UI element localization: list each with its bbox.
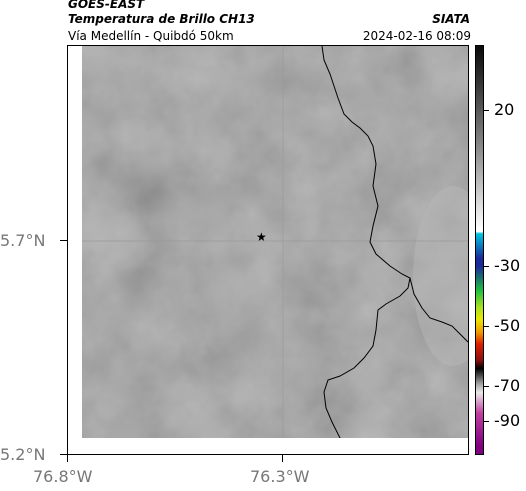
lat-tick-mark bbox=[60, 454, 67, 455]
satellite-title: GOES-EAST bbox=[68, 0, 145, 11]
star-icon: ★ bbox=[256, 230, 267, 244]
agency-label: SIATA bbox=[432, 12, 470, 26]
colorbar-tick bbox=[484, 421, 489, 422]
department-boundary bbox=[321, 46, 411, 454]
lat-label-5-2: 5.2°N bbox=[0, 445, 46, 464]
lon-label-76-8: 76.8°W bbox=[33, 467, 93, 486]
colorbar bbox=[475, 45, 484, 455]
left-margin bbox=[68, 46, 82, 454]
colorbar-label-m30: -30 bbox=[494, 256, 521, 275]
boundary-branch bbox=[409, 277, 468, 343]
image-texture bbox=[82, 46, 468, 438]
cloud-patch-east bbox=[413, 186, 468, 366]
satellite-image bbox=[68, 46, 468, 454]
product-title: Temperatura de Brillo CH13 bbox=[68, 12, 255, 26]
lon-label-76-3: 76.3°W bbox=[250, 467, 310, 486]
colorbar-tick bbox=[484, 110, 489, 111]
colorbar-tick bbox=[484, 386, 489, 387]
lat-label-5-7: 5.7°N bbox=[0, 231, 46, 250]
lon-tick-mark bbox=[67, 455, 68, 462]
lat-tick-mark bbox=[60, 240, 67, 241]
datetime-label: 2024-02-16 08:09 bbox=[362, 29, 471, 43]
cloud-patch-center bbox=[163, 203, 233, 239]
colorbar-label-m90: -90 bbox=[494, 411, 521, 430]
colorbar-label-m70: -70 bbox=[494, 376, 521, 395]
colorbar-label-20: 20 bbox=[494, 100, 515, 119]
map-panel: ★ bbox=[67, 45, 469, 455]
colorbar-label-m50: -50 bbox=[494, 316, 521, 335]
colorbar-tick bbox=[484, 266, 489, 267]
bottom-margin bbox=[68, 438, 468, 454]
colorbar-tick bbox=[484, 326, 489, 327]
lon-tick-mark bbox=[282, 455, 283, 462]
region-label: Vía Medellín - Quibdó 50km bbox=[68, 29, 234, 43]
